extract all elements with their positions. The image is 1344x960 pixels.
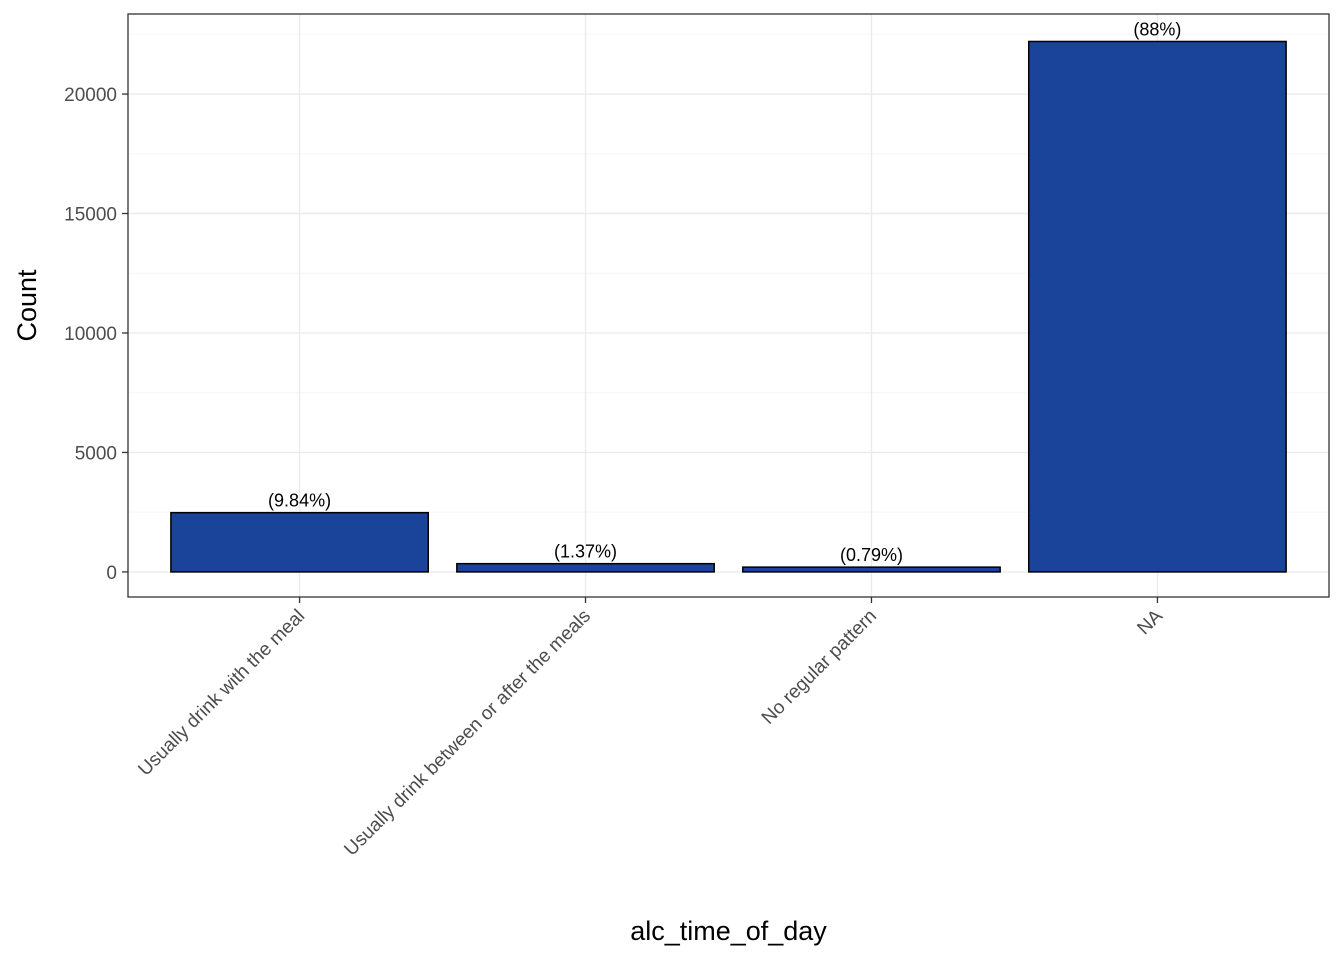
bar-value-label: (9.84%) <box>268 491 331 511</box>
bar-value-label: (88%) <box>1133 19 1181 39</box>
bar <box>742 566 1001 573</box>
y-tick-label: 5000 <box>75 443 117 464</box>
y-tick-label: 20000 <box>64 85 117 106</box>
bar <box>170 511 429 573</box>
y-tick-label: 10000 <box>64 324 117 345</box>
bar <box>1028 40 1287 573</box>
bar-value-label: (0.79%) <box>840 545 903 565</box>
x-axis-title: alc_time_of_day <box>630 916 827 946</box>
bar <box>456 562 715 573</box>
y-tick-label: 15000 <box>64 205 117 226</box>
bar-value-label: (1.37%) <box>554 542 617 562</box>
y-axis: 0 5000 10000 15000 20000 <box>64 85 128 584</box>
y-axis-title: Count <box>12 269 42 342</box>
bars <box>170 40 1287 573</box>
panel-border <box>127 13 1330 598</box>
bar-value-labels: (9.84%) (1.37%) (0.79%) (88%) <box>268 19 1181 565</box>
y-tick-label: 0 <box>106 563 117 584</box>
